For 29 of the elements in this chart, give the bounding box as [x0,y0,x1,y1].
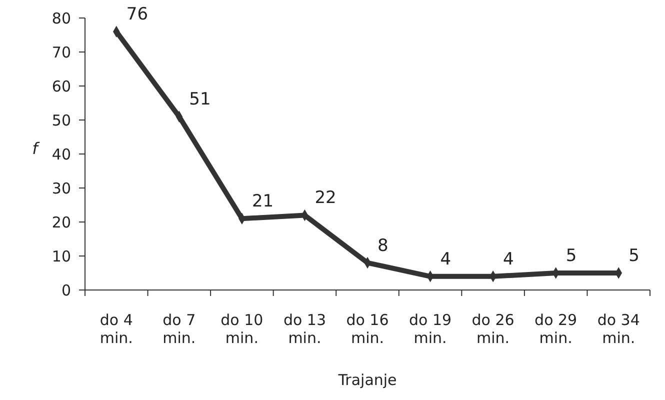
data-label: 4 [440,249,452,270]
y-tick-label: 30 [52,179,71,198]
x-tick-label: do 7 min. [162,311,196,347]
x-tick-label: do 29 min. [534,311,578,347]
y-axis-title: f [32,139,40,158]
x-tick-label: do 13 min. [283,311,326,347]
x-tick-label: do 34 min. [597,311,640,347]
y-tick-label: 40 [52,145,71,164]
x-tick-label: do 19 min. [408,311,452,347]
x-tick-label: do 26 min. [472,311,514,347]
data-label: 51 [189,90,211,110]
y-tick-label: 10 [52,247,71,266]
y-tick-label: 50 [52,111,71,130]
x-tick-label: do 4 min. [100,311,133,347]
data-label: 76 [126,4,148,25]
y-tick-label: 20 [52,213,71,232]
data-label: 21 [252,192,274,212]
y-tick-label: 70 [52,43,71,62]
data-label: 22 [314,188,336,208]
data-label: 5 [628,246,640,266]
data-label: 8 [378,236,388,256]
data-label: 5 [566,246,577,266]
x-tick-label: do 16 min. [346,311,389,347]
x-tick-label: do 10 min. [220,311,264,347]
y-tick-label: 0 [61,281,71,300]
data-label: 4 [503,249,514,270]
y-tick-label: 60 [52,77,71,96]
x-axis-title: Trajanje [337,371,397,389]
y-tick-label: 80 [52,9,71,28]
